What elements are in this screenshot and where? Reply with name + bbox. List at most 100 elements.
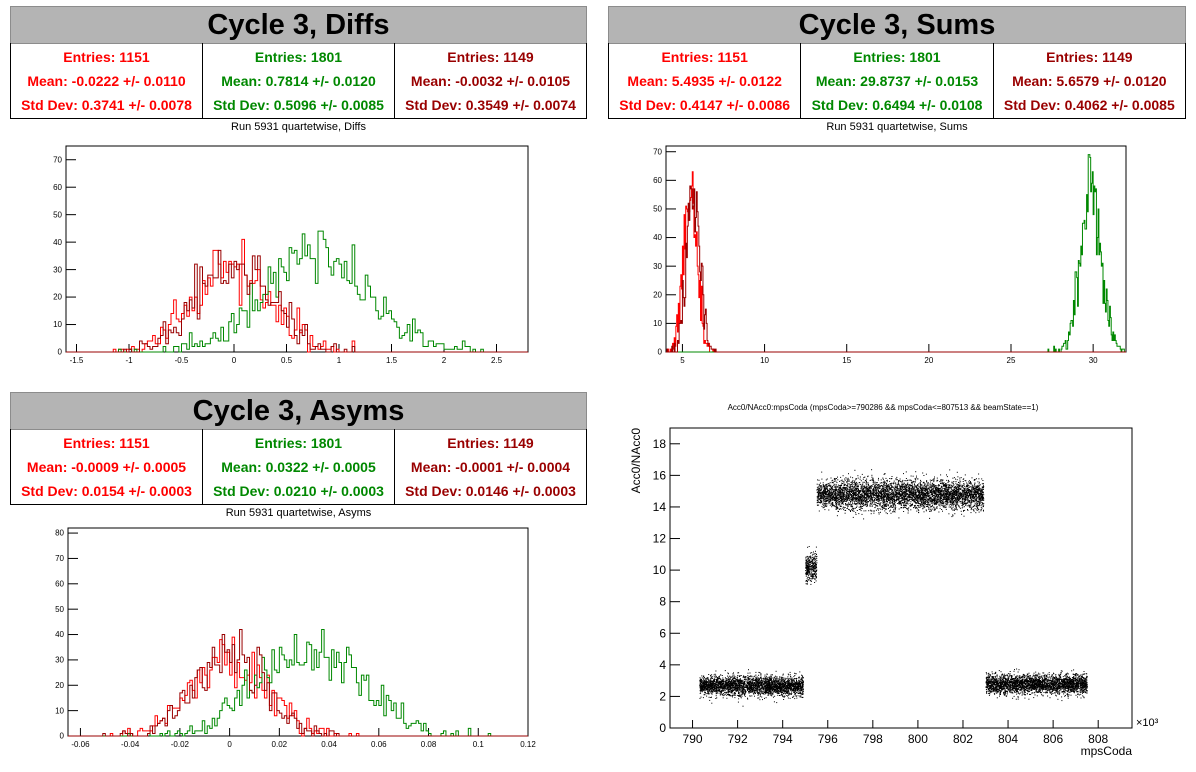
diffs-subtitle: Run 5931 quartetwise, Diffs bbox=[231, 121, 366, 133]
scatter-point bbox=[808, 566, 810, 568]
scatter-point bbox=[752, 684, 754, 686]
scatter-point bbox=[973, 492, 975, 494]
scatter-point bbox=[815, 567, 816, 569]
scatter-point bbox=[812, 566, 814, 568]
scatter-point bbox=[950, 491, 952, 493]
entries-text: Entries: 1149 bbox=[1046, 49, 1133, 65]
scatter-point bbox=[796, 683, 797, 685]
scatter-point bbox=[782, 682, 784, 684]
scatter-point bbox=[802, 676, 803, 678]
scatter-point bbox=[702, 680, 704, 682]
scatter-point bbox=[976, 504, 978, 506]
scatter-point bbox=[802, 676, 804, 678]
scatter-point bbox=[927, 491, 929, 493]
scatter-point bbox=[794, 685, 796, 687]
scatter-point bbox=[963, 484, 965, 486]
scatter-point bbox=[876, 482, 878, 484]
scatter-point bbox=[959, 479, 961, 481]
scatter-point bbox=[815, 563, 817, 565]
scatter-point bbox=[715, 684, 717, 685]
scatter-point bbox=[894, 501, 895, 503]
scatter-point bbox=[899, 496, 901, 498]
scatter-point bbox=[802, 687, 804, 689]
scatter-point bbox=[815, 550, 816, 552]
scatter-point bbox=[850, 500, 852, 502]
scatter-point bbox=[930, 511, 932, 512]
scatter-point bbox=[798, 681, 800, 683]
scatter-point bbox=[797, 687, 798, 689]
scatter-point bbox=[707, 680, 709, 682]
scatter-point bbox=[909, 479, 911, 481]
scatter-point bbox=[819, 493, 821, 495]
scatter-point bbox=[726, 683, 728, 685]
scatter-point bbox=[806, 561, 808, 563]
scatter-point bbox=[728, 678, 729, 680]
scatter-point bbox=[709, 682, 711, 684]
x-tick-label: 808 bbox=[1088, 732, 1108, 746]
scatter-point bbox=[789, 687, 790, 689]
scatter-point bbox=[711, 691, 713, 693]
scatter-point bbox=[767, 682, 769, 684]
scatter-point bbox=[918, 492, 920, 494]
scatter-point bbox=[740, 680, 742, 682]
scatter-point bbox=[952, 509, 954, 511]
scatter-point bbox=[736, 686, 738, 687]
scatter-point bbox=[906, 486, 908, 488]
scatter-point bbox=[747, 682, 749, 684]
scatter-point bbox=[712, 689, 714, 691]
scatter-point bbox=[705, 681, 707, 683]
scatter-point bbox=[817, 497, 819, 499]
scatter-point bbox=[791, 692, 793, 694]
entries-text: Entries: 1151 bbox=[63, 49, 150, 65]
scatter-point bbox=[814, 555, 816, 557]
scatter-point bbox=[946, 483, 948, 485]
scatter-point bbox=[814, 576, 816, 578]
scatter-point bbox=[918, 504, 920, 506]
scatter-point bbox=[721, 692, 722, 694]
scatter-point bbox=[706, 684, 708, 686]
scatter-point bbox=[703, 694, 705, 696]
scatter-point bbox=[802, 688, 804, 690]
scatter-point bbox=[981, 502, 983, 503]
scatter-point bbox=[763, 691, 765, 693]
scatter-point bbox=[796, 681, 798, 683]
scatter-point bbox=[709, 683, 711, 685]
scatter-point bbox=[748, 692, 750, 693]
scatter-point bbox=[713, 685, 715, 687]
scatter-point bbox=[812, 577, 814, 579]
scatter-point bbox=[954, 489, 956, 491]
scatter-point bbox=[725, 679, 727, 681]
scatter-point bbox=[742, 681, 744, 683]
scatter-point bbox=[741, 680, 743, 682]
scatter-point bbox=[802, 680, 804, 682]
scatter-point bbox=[783, 692, 785, 694]
scatter-point bbox=[714, 688, 716, 689]
scatter-point bbox=[715, 693, 717, 695]
scatter-point bbox=[860, 486, 862, 488]
scatter-point bbox=[970, 512, 972, 514]
scatter-point bbox=[746, 689, 748, 691]
scatter-point bbox=[768, 684, 769, 686]
scatter-point bbox=[833, 478, 835, 479]
scatter-point bbox=[770, 679, 772, 681]
scatter-point bbox=[765, 682, 767, 684]
scatter-point bbox=[701, 683, 703, 685]
scatter-title: Acc0/NAcc0:mpsCoda (mpsCoda>=790286 && m… bbox=[728, 403, 1039, 412]
scatter-point bbox=[933, 495, 935, 497]
scatter-point bbox=[786, 677, 788, 679]
scatter-point bbox=[871, 489, 873, 491]
scatter-point bbox=[704, 684, 706, 686]
scatter-point bbox=[746, 686, 748, 688]
scatter-point bbox=[894, 491, 896, 493]
scatter-point bbox=[765, 686, 767, 688]
scatter-point bbox=[700, 678, 702, 680]
scatter-point bbox=[827, 499, 829, 501]
scatter-point bbox=[889, 498, 891, 500]
scatter-point bbox=[744, 682, 746, 684]
scatter-point bbox=[736, 688, 738, 690]
scatter-point bbox=[725, 680, 727, 682]
scatter-point bbox=[791, 679, 793, 681]
scatter-point bbox=[806, 570, 808, 572]
scatter-point bbox=[730, 689, 732, 691]
scatter-point bbox=[811, 580, 812, 582]
